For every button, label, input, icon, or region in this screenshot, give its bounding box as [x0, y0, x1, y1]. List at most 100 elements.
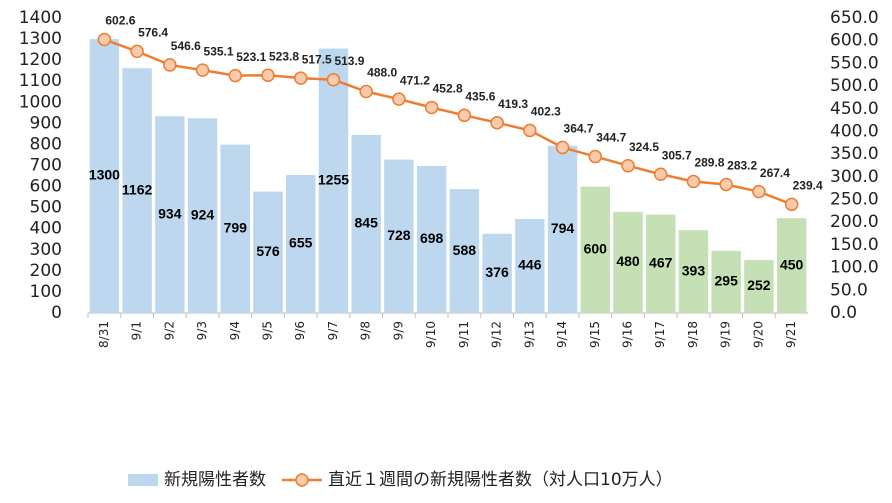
bar: [155, 116, 185, 313]
x-tick-label: 9/10: [424, 321, 438, 348]
bar-label: 794: [551, 220, 575, 236]
line-label: 324.5: [629, 140, 659, 154]
line-label: 576.4: [138, 26, 168, 40]
x-tick-label: 9/8: [359, 321, 373, 340]
y2-tick-label: 150.0: [830, 235, 879, 255]
y2-tick-label: 550.0: [830, 53, 879, 73]
line-label: 289.8: [694, 156, 724, 170]
x-tick-label: 9/12: [490, 321, 504, 348]
y-tick-label: 800: [30, 134, 62, 154]
line-marker: [195, 63, 210, 77]
bar-label: 450: [780, 256, 804, 272]
bar: [89, 39, 120, 313]
line-label: 364.7: [564, 122, 594, 136]
y-tick-label: 100: [30, 282, 62, 302]
bar-label: 698: [420, 230, 444, 246]
line-label: 435.6: [465, 89, 495, 103]
bar-label: 728: [387, 227, 411, 243]
line-label: 471.2: [400, 73, 430, 87]
bar-label: 376: [485, 264, 509, 280]
bar-label: 480: [616, 253, 640, 269]
x-tick-label: 9/7: [326, 321, 340, 340]
bar: [646, 214, 676, 313]
y2-tick-label: 400.0: [830, 121, 879, 141]
bar: [678, 230, 709, 313]
line-marker: [784, 197, 799, 212]
line-label: 488.0: [367, 66, 397, 80]
x-tick-label: 9/17: [653, 321, 667, 348]
bar: [286, 174, 316, 313]
bar: [482, 233, 512, 313]
line-marker: [392, 92, 406, 106]
line-marker: [523, 123, 537, 138]
line-label: 513.9: [334, 54, 364, 68]
x-tick-label: 9/6: [293, 321, 307, 340]
line-marker: [228, 68, 243, 83]
line-label: 546.6: [171, 39, 201, 53]
bar: [515, 219, 545, 313]
bar-label: 467: [649, 255, 673, 271]
bar: [580, 186, 610, 313]
line: [103, 38, 793, 206]
x-tick-label: 9/15: [588, 321, 602, 348]
bar-label: 588: [453, 242, 477, 258]
line-marker: [752, 184, 766, 199]
bar-label: 252: [747, 277, 771, 293]
line-marker: [261, 68, 275, 83]
legend-swatch: [128, 474, 158, 486]
bar: [711, 250, 741, 313]
line-marker: [424, 100, 439, 115]
bar: [384, 159, 414, 313]
x-tick-label: 8/31: [97, 321, 111, 348]
bar-label: 934: [158, 205, 182, 221]
bar-label: 1162: [122, 181, 153, 197]
bar: [613, 211, 643, 313]
y-tick-label: 300: [30, 240, 62, 260]
line-marker: [293, 71, 308, 85]
y2-tick-label: 200.0: [830, 212, 879, 232]
line-marker: [588, 149, 603, 164]
line-label: 239.4: [793, 179, 823, 193]
legend-label: 新規陽性者数: [164, 470, 266, 490]
x-tick-label: 9/20: [751, 321, 765, 348]
bar: [416, 165, 447, 313]
x-tick-label: 9/16: [621, 321, 635, 348]
bar: [253, 191, 283, 313]
x-tick-label: 9/13: [522, 321, 536, 348]
bar: [744, 259, 774, 313]
bar: [318, 48, 349, 314]
line-marker: [686, 174, 701, 189]
y-tick-label: 200: [30, 261, 62, 281]
line-marker: [359, 84, 373, 99]
y-tick-label: 400: [30, 219, 62, 239]
x-tick-label: 9/18: [686, 321, 700, 348]
line-label: 523.1: [236, 50, 266, 64]
y2-tick-label: 600.0: [830, 31, 879, 51]
x-tick-label: 9/21: [784, 321, 798, 348]
y2-tick-label: 50.0: [830, 280, 868, 300]
bar: [220, 144, 250, 313]
line-label: 523.8: [269, 49, 299, 63]
bar: [351, 134, 381, 313]
y2-tick-label: 250.0: [830, 190, 879, 210]
line-marker: [490, 115, 504, 130]
line-marker: [97, 32, 112, 47]
line-marker: [555, 140, 570, 155]
y-tick-label: 900: [30, 113, 62, 133]
line-marker: [130, 44, 144, 59]
line-label: 419.3: [498, 97, 528, 111]
y-tick-label: 1400: [19, 8, 62, 28]
x-tick-label: 9/2: [162, 321, 176, 340]
bar-label: 799: [224, 220, 248, 236]
bar-label: 655: [289, 235, 313, 251]
bar-label: 845: [355, 215, 379, 231]
bar-label: 600: [584, 240, 608, 256]
line-label: 283.2: [727, 159, 757, 173]
y-tick-label: 1300: [19, 29, 62, 49]
line-marker: [163, 58, 177, 72]
x-tick-label: 9/1: [130, 321, 144, 340]
y2-tick-label: 100.0: [830, 258, 879, 278]
y2-tick-label: 500.0: [830, 76, 879, 96]
line-marker: [719, 177, 733, 192]
